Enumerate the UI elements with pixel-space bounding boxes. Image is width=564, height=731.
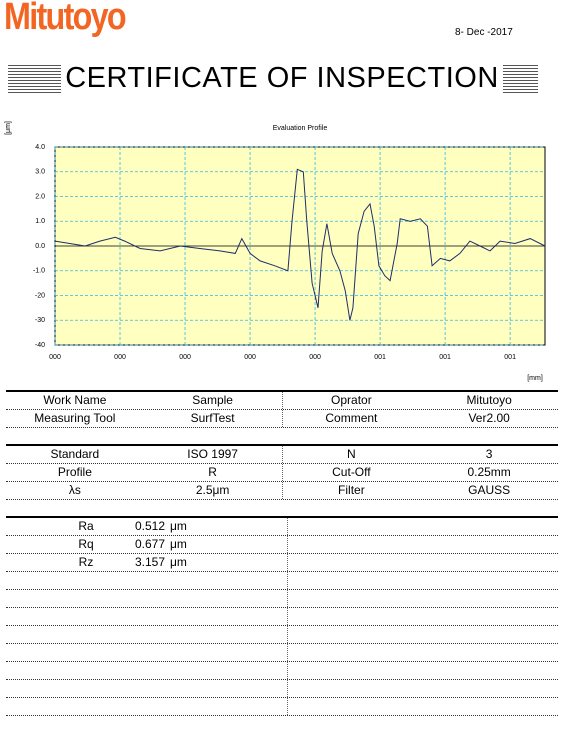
x-tick-label: 000	[179, 354, 191, 361]
y-tick-label: -20	[35, 292, 45, 299]
table-cell: Filter	[338, 483, 365, 497]
table-row	[6, 644, 558, 662]
page-title: CERTIFICATE OF INSPECTION	[61, 62, 503, 94]
result-value: 0.677	[135, 537, 166, 551]
table-cell: Comment	[325, 411, 378, 425]
y-tick-label: -40	[35, 342, 45, 349]
table-cell: ISO 1997	[144, 446, 283, 463]
result-unit: μm	[170, 519, 187, 533]
table-row: Rz 3.157 μm	[6, 554, 558, 572]
x-tick-label: 000	[309, 354, 321, 361]
y-tick-label: 1.0	[35, 218, 45, 225]
table-cell: λs	[68, 483, 81, 497]
results-table: Ra 0.512 μm Rq 0.677 μm Rz 3.157 μm	[6, 516, 558, 716]
table-row	[6, 608, 558, 626]
table-cell: Oprator	[331, 393, 372, 407]
table-row: Work Name Sample Oprator Mitutoyo	[6, 392, 558, 410]
result-name: Ra	[78, 519, 94, 533]
logo: Mitutoyo	[4, 0, 127, 38]
table-row	[6, 572, 558, 590]
table-cell: Standard	[50, 447, 100, 461]
y-tick-label: 4.0	[35, 144, 45, 151]
y-tick-label: -1.0	[33, 268, 45, 275]
table-cell: Ver2.00	[468, 411, 510, 425]
table-row: Rq 0.677 μm	[6, 536, 558, 554]
table-cell: Sample	[144, 392, 283, 409]
result-name: Rq	[78, 537, 94, 551]
y-tick-label: 2.0	[35, 193, 45, 200]
table-row: Standard ISO 1997 N 3	[6, 446, 558, 464]
table-cell: 0.25mm	[467, 465, 511, 479]
table-cell: SurfTest	[144, 410, 283, 427]
table-row: Profile R Cut-Off 0.25mm	[6, 464, 558, 482]
table-cell: Profile	[57, 465, 92, 479]
y-tick-label: -30	[35, 317, 45, 324]
table-cell: R	[144, 464, 283, 481]
table-row	[6, 590, 558, 608]
result-value: 3.157	[135, 555, 166, 569]
y-axis-label: [μm]	[5, 121, 12, 135]
table-cell: 3	[485, 447, 493, 461]
x-tick-label: 000	[244, 354, 256, 361]
x-tick-label: 001	[374, 354, 386, 361]
date: 8- Dec -2017	[455, 27, 513, 38]
x-tick-label: 000	[49, 354, 61, 361]
table-cell: Mitutoyo	[466, 393, 512, 407]
settings-table: Standard ISO 1997 N 3 Profile R Cut-Off 0.25mm λ…	[6, 444, 558, 500]
table-cell: Measuring Tool	[34, 411, 116, 425]
y-tick-label: 3.0	[35, 169, 45, 176]
result-unit: μm	[170, 555, 187, 569]
table-cell: N	[347, 447, 356, 461]
result-unit: μm	[170, 537, 187, 551]
result-value: 0.512	[135, 519, 166, 533]
chart: Evaluation Profile [μm] [mm] 4.0 3.0 2.0 1.…	[5, 121, 546, 382]
info-table: Work Name Sample Oprator Mitutoyo Measuring …	[6, 390, 558, 428]
table-row: λs 2.5μm Filter GAUSS	[6, 482, 558, 500]
table-row	[6, 662, 558, 680]
x-tick-label: 000	[114, 354, 126, 361]
table-row: Measuring Tool SurfTest Comment Ver2.00	[6, 410, 558, 428]
table-row	[6, 680, 558, 698]
table-row	[6, 698, 558, 716]
y-tick-label: 0.0	[35, 243, 45, 250]
table-cell: Cut-Off	[332, 465, 371, 479]
title-wrap: CERTIFICATE OF INSPECTION	[0, 62, 564, 95]
table-cell: 2.5μm	[144, 482, 283, 499]
chart-title: Evaluation Profile	[273, 125, 328, 132]
table-cell: Work Name	[43, 393, 107, 407]
table-row: Ra 0.512 μm	[6, 518, 558, 536]
x-axis-label: [mm]	[527, 375, 543, 382]
result-name: Rz	[78, 555, 94, 569]
table-cell: GAUSS	[468, 483, 511, 497]
profile-line	[54, 168, 546, 321]
table-row	[6, 626, 558, 644]
x-tick-label: 001	[504, 354, 516, 361]
x-tick-label: 001	[439, 354, 451, 361]
